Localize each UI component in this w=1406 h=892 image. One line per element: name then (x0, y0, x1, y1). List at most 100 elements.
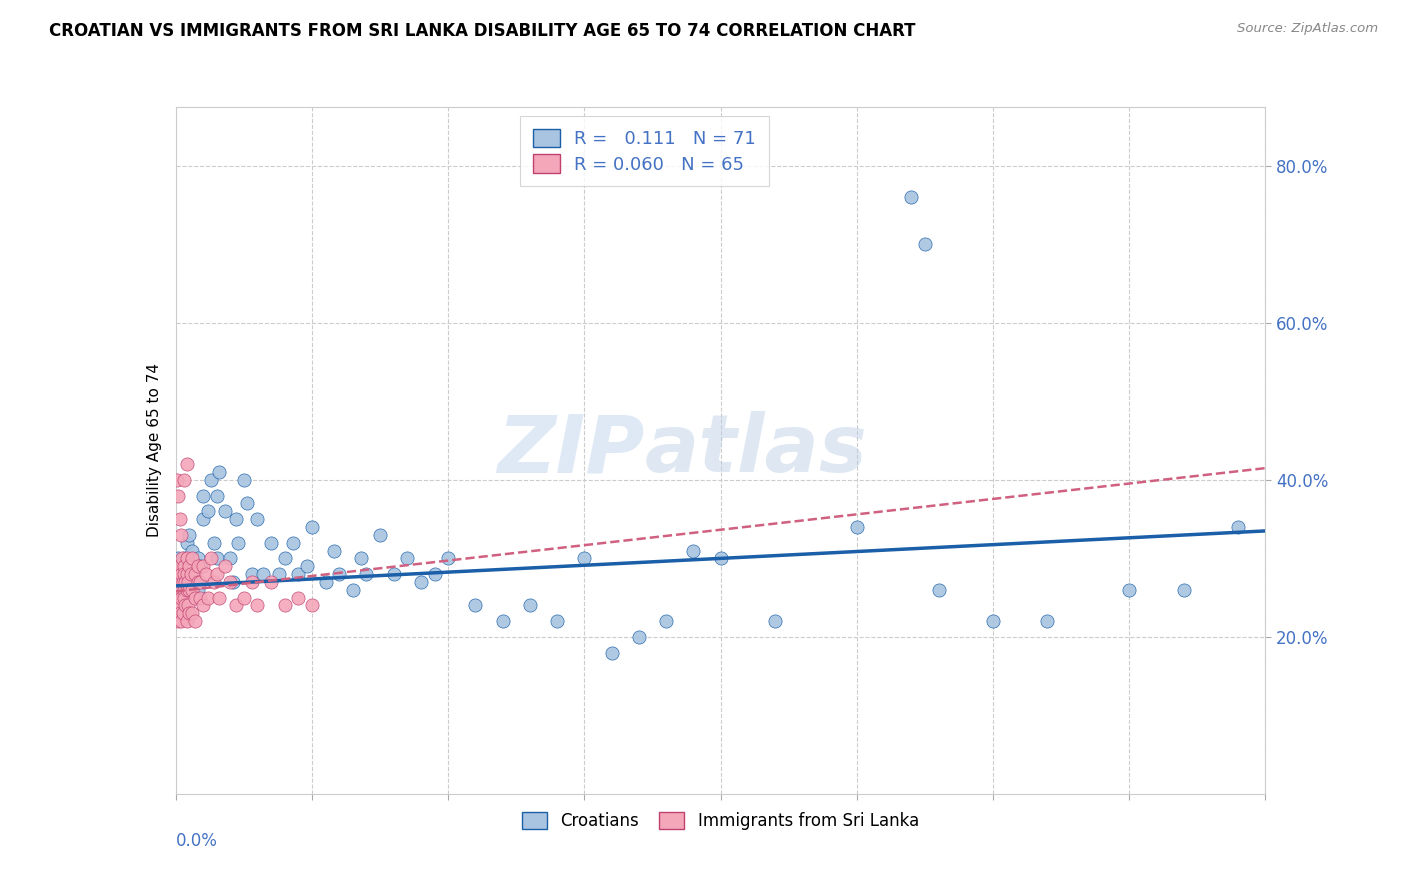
Point (368, 528, 391, 542)
Point (166, 567, 188, 582)
Point (184, 567, 207, 582)
Point (1173, 582, 1195, 597)
Point (167, 582, 190, 597)
Point (301, 599, 323, 613)
Point (179, 559, 201, 574)
Point (186, 574, 209, 589)
Point (205, 567, 228, 582)
Point (246, 512, 269, 526)
Point (173, 582, 195, 597)
Point (179, 607, 201, 621)
Text: 0.0%: 0.0% (176, 831, 218, 850)
Point (167, 489, 190, 503)
Point (202, 574, 225, 589)
Point (197, 504, 219, 518)
Point (1227, 520, 1250, 534)
Point (627, 630, 650, 644)
Point (574, 551, 596, 566)
Point (188, 559, 211, 574)
Point (928, 582, 950, 597)
Point (188, 591, 211, 605)
Point (176, 614, 198, 628)
Point (208, 465, 231, 479)
Point (176, 582, 198, 597)
Point (409, 574, 432, 589)
Point (167, 591, 190, 605)
Point (186, 582, 209, 597)
Point (179, 582, 201, 597)
Point (180, 567, 202, 582)
Point (197, 591, 219, 605)
Point (382, 567, 405, 582)
Point (179, 559, 201, 574)
Point (225, 512, 247, 526)
Point (167, 551, 190, 566)
Point (174, 574, 197, 589)
Point (170, 528, 193, 542)
Text: atlas: atlas (644, 411, 868, 490)
Point (222, 574, 245, 589)
Point (186, 559, 209, 574)
Legend: Croatians, Immigrants from Sri Lanka: Croatians, Immigrants from Sri Lanka (512, 802, 929, 840)
Point (169, 582, 191, 597)
Point (342, 582, 364, 597)
Point (914, 237, 936, 252)
Point (260, 574, 283, 589)
Point (437, 551, 460, 566)
Point (682, 543, 704, 558)
Point (315, 574, 337, 589)
Point (184, 614, 207, 628)
Point (176, 457, 198, 471)
Point (396, 551, 419, 566)
Point (1036, 614, 1059, 628)
Point (184, 591, 207, 605)
Point (205, 551, 228, 566)
Point (186, 551, 209, 566)
Point (173, 473, 195, 487)
Point (287, 567, 309, 582)
Point (176, 567, 198, 582)
Point (172, 607, 194, 621)
Point (181, 607, 204, 621)
Point (176, 582, 198, 597)
Point (328, 567, 350, 582)
Point (464, 599, 486, 613)
Point (177, 574, 200, 589)
Point (181, 543, 204, 558)
Point (173, 551, 195, 566)
Point (274, 599, 297, 613)
Point (295, 559, 318, 574)
Point (240, 567, 263, 582)
Point (191, 489, 214, 503)
Point (173, 567, 195, 582)
Point (167, 614, 190, 628)
Point (169, 607, 191, 621)
Point (177, 599, 200, 613)
Point (172, 574, 194, 589)
Text: ZIP: ZIP (496, 411, 644, 490)
Point (252, 567, 274, 582)
Point (191, 512, 214, 526)
Point (492, 614, 515, 628)
Text: Source: ZipAtlas.com: Source: ZipAtlas.com (1237, 22, 1378, 36)
Point (181, 582, 204, 597)
Point (519, 599, 541, 613)
Point (214, 559, 236, 574)
Point (167, 599, 190, 613)
Point (350, 551, 373, 566)
Point (194, 567, 217, 582)
Point (356, 567, 378, 582)
Point (546, 614, 568, 628)
Point (169, 574, 191, 589)
Point (174, 599, 197, 613)
Point (228, 535, 250, 549)
Point (173, 574, 195, 589)
Point (176, 551, 198, 566)
Point (166, 473, 188, 487)
Point (202, 535, 225, 549)
Point (269, 567, 291, 582)
Point (246, 599, 269, 613)
Point (322, 543, 344, 558)
Point (170, 551, 193, 566)
Point (170, 614, 193, 628)
